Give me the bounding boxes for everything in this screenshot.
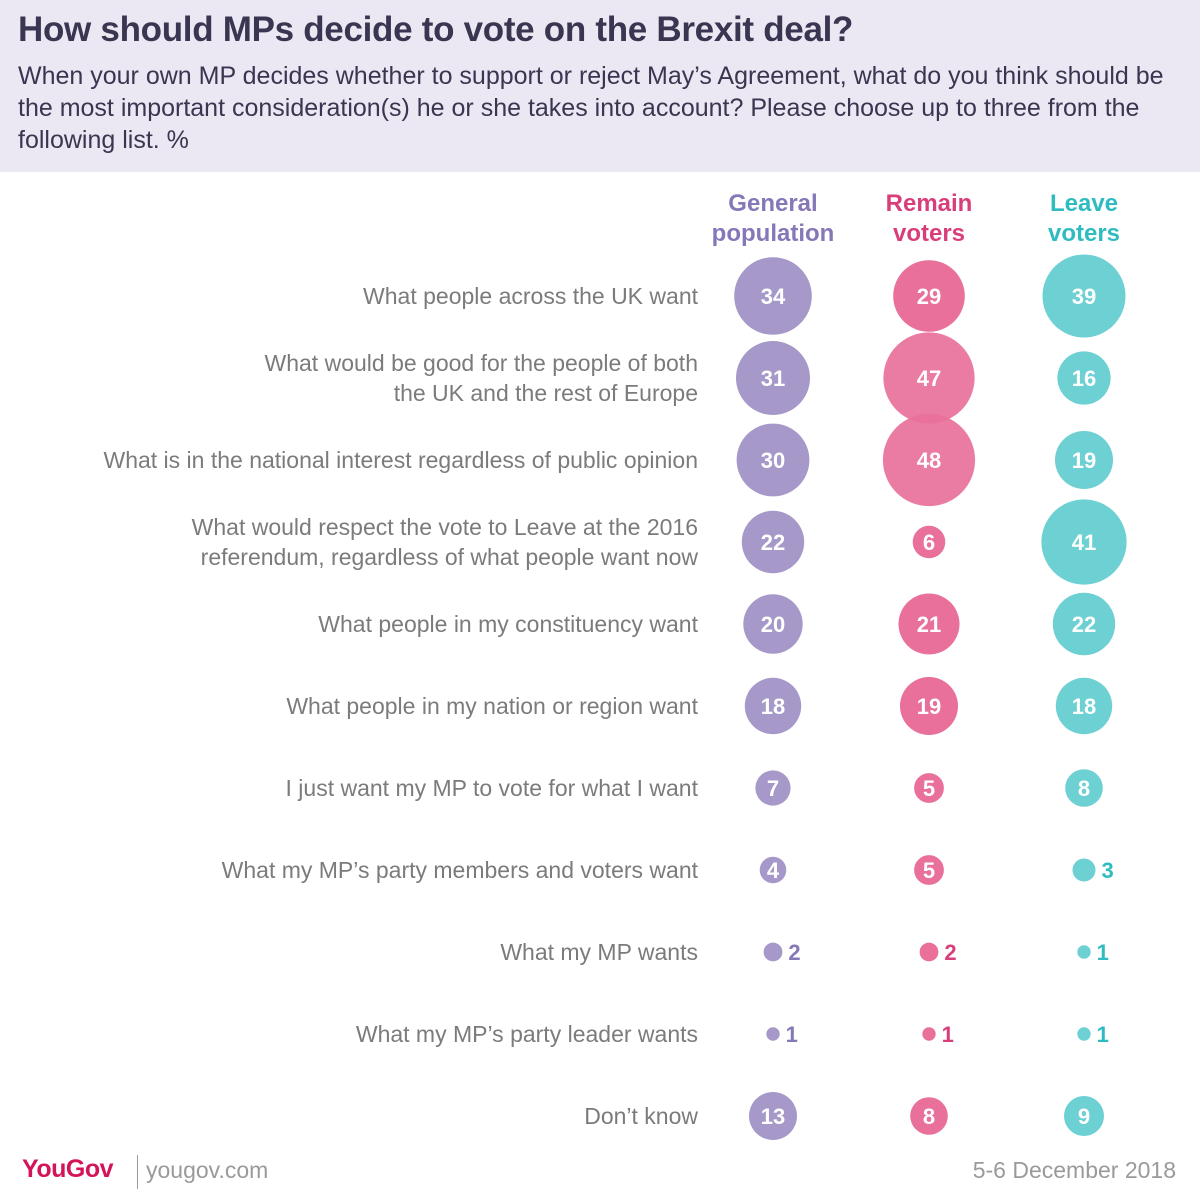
value-label: 22 xyxy=(1072,612,1096,637)
bubble xyxy=(1065,769,1103,807)
value-label: 8 xyxy=(1078,776,1090,801)
bubble xyxy=(1057,351,1111,405)
bubble xyxy=(1077,945,1091,959)
category-label: What my MP’s party members and voters wa… xyxy=(222,857,699,883)
bubble xyxy=(882,413,976,507)
value-label: 22 xyxy=(761,530,785,555)
category-label: I just want my MP to vote for what I wan… xyxy=(286,775,699,801)
value-label: 5 xyxy=(923,858,935,883)
value-label: 2 xyxy=(944,940,956,965)
category-label: What my MP wants xyxy=(500,939,698,965)
category-label: referendum, regardless of what people wa… xyxy=(201,544,699,570)
category-label: the UK and the rest of Europe xyxy=(394,380,698,406)
bubble xyxy=(898,593,960,655)
bubble xyxy=(755,770,791,806)
bubble xyxy=(749,1092,797,1140)
category-label: What would respect the vote to Leave at … xyxy=(192,514,698,540)
value-label: 4 xyxy=(767,858,780,883)
value-label: 16 xyxy=(1072,366,1096,391)
series-header: Leave xyxy=(1050,190,1118,217)
value-label: 13 xyxy=(761,1104,785,1129)
bubble xyxy=(914,855,944,885)
chart-title: How should MPs decide to vote on the Bre… xyxy=(18,10,854,49)
bubble xyxy=(766,1027,780,1041)
series-header: voters xyxy=(1048,220,1120,247)
value-label: 20 xyxy=(761,612,785,637)
value-label: 31 xyxy=(761,366,785,391)
bubble xyxy=(736,423,810,497)
bubble xyxy=(900,677,958,735)
yougov-logo: YouGov xyxy=(22,1155,114,1184)
value-label: 18 xyxy=(761,694,785,719)
value-label: 30 xyxy=(761,448,785,473)
value-label: 19 xyxy=(917,694,941,719)
bubble xyxy=(914,773,944,803)
value-label: 1 xyxy=(1097,1022,1109,1047)
category-label: What is in the national interest regardl… xyxy=(103,447,698,473)
series-header: population xyxy=(712,220,835,247)
series-header: General xyxy=(728,190,817,217)
footer-site[interactable]: yougov.com xyxy=(146,1157,269,1183)
value-label: 1 xyxy=(786,1022,798,1047)
category-label: Don’t know xyxy=(584,1103,698,1129)
value-label: 1 xyxy=(1097,940,1109,965)
bubble xyxy=(919,942,939,962)
value-label: 48 xyxy=(917,448,941,473)
value-label: 34 xyxy=(761,284,786,309)
bubble xyxy=(1055,431,1113,489)
bubble xyxy=(1077,1027,1091,1041)
value-label: 1 xyxy=(942,1022,954,1047)
bubble xyxy=(736,341,810,415)
category-label: What people in my nation or region want xyxy=(286,693,698,719)
value-label: 5 xyxy=(923,776,935,801)
value-label: 39 xyxy=(1072,284,1096,309)
value-label: 41 xyxy=(1072,530,1096,555)
bubble-chart: General population Remain voters Leave voters… xyxy=(103,190,1127,1140)
value-label: 9 xyxy=(1078,1104,1090,1129)
value-label: 29 xyxy=(917,284,941,309)
bubble xyxy=(741,510,805,574)
value-label: 6 xyxy=(923,530,935,555)
value-label: 2 xyxy=(788,940,800,965)
category-label: What my MP’s party leader wants xyxy=(356,1021,698,1047)
bubble xyxy=(1041,499,1127,585)
bubble xyxy=(1042,254,1126,338)
bubble xyxy=(883,332,975,424)
value-label: 8 xyxy=(923,1104,935,1129)
logo-you: You xyxy=(22,1155,66,1183)
category-label: What people in my constituency want xyxy=(318,611,698,637)
value-label: 18 xyxy=(1072,694,1096,719)
bubble xyxy=(759,856,787,884)
bubble xyxy=(1072,858,1096,882)
bubble xyxy=(1064,1096,1104,1136)
bubble xyxy=(922,1027,936,1041)
bubble xyxy=(910,1097,948,1135)
footer-date: 5-6 December 2018 xyxy=(972,1157,1176,1183)
bubble xyxy=(763,942,783,962)
logo-gov: Gov xyxy=(65,1155,114,1183)
bubble xyxy=(744,677,802,735)
value-label: 21 xyxy=(917,612,941,637)
value-label: 3 xyxy=(1102,858,1114,883)
series-header: Remain xyxy=(886,190,973,217)
value-label: 19 xyxy=(1072,448,1096,473)
bubble xyxy=(734,257,812,335)
series-header: voters xyxy=(893,220,965,247)
bubble xyxy=(1055,677,1113,735)
bubble xyxy=(1052,592,1116,656)
value-label: 47 xyxy=(917,366,941,391)
header-band: How should MPs decide to vote on the Bre… xyxy=(0,0,1200,172)
category-label: What would be good for the people of bot… xyxy=(265,350,698,376)
chart-subtitle: When your own MP decides whether to supp… xyxy=(18,62,1164,154)
value-label: 7 xyxy=(767,776,779,801)
category-label: What people across the UK want xyxy=(363,283,699,309)
bubble xyxy=(912,525,946,559)
bubble xyxy=(893,260,965,332)
footer-divider xyxy=(137,1155,138,1189)
bubble xyxy=(743,594,803,654)
